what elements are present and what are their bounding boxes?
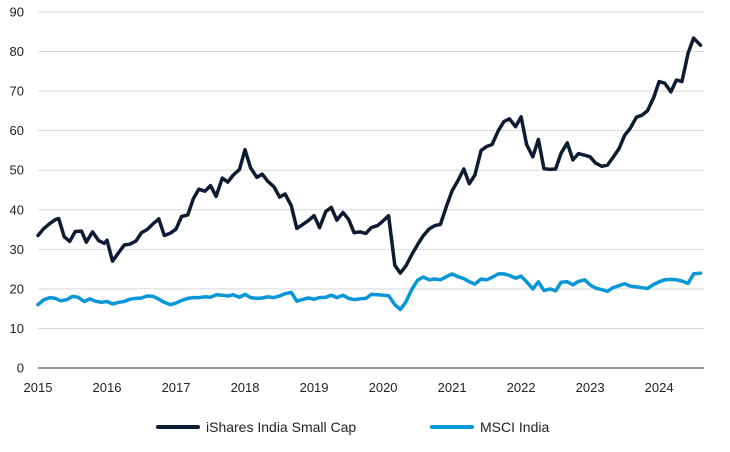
series-line-ishares-small-cap (36, 36, 703, 275)
y-tick-label-80: 80 (10, 44, 24, 59)
y-tick-label-70: 70 (10, 84, 24, 99)
legend-item-msci: MSCI India (430, 419, 549, 435)
legend-label-ishares: iShares India Small Cap (206, 419, 356, 435)
x-tick-label-2022: 2022 (507, 380, 536, 395)
gridlines (38, 11, 704, 329)
series-line-msci-india (36, 271, 703, 312)
y-tick-label-0: 0 (17, 361, 24, 376)
x-tick-label-2018: 2018 (231, 380, 260, 395)
y-tick-label-90: 90 (10, 5, 24, 20)
y-tick-label-40: 40 (10, 202, 24, 217)
y-tick-label-10: 10 (10, 321, 24, 336)
x-tick-label-2020: 2020 (369, 380, 398, 395)
x-tick-label-2019: 2019 (300, 380, 329, 395)
x-tick-label-2017: 2017 (162, 380, 191, 395)
y-axis-tick-labels: 0 10 20 30 40 50 60 70 80 90 (10, 5, 24, 376)
series-lines (36, 36, 703, 312)
legend-label-msci: MSCI India (480, 419, 549, 435)
y-tick-label-20: 20 (10, 281, 24, 296)
legend-item-ishares: iShares India Small Cap (156, 419, 356, 435)
x-tick-label-2021: 2021 (438, 380, 467, 395)
y-tick-label-50: 50 (10, 163, 24, 178)
x-axis-tick-labels: 2015 2016 2017 2018 2019 2020 2021 2022 2023 2024 (24, 380, 674, 395)
x-tick-label-2024: 2024 (645, 380, 674, 395)
x-tick-label-2023: 2023 (576, 380, 605, 395)
y-tick-label-60: 60 (10, 123, 24, 138)
y-tick-label-30: 30 (10, 242, 24, 257)
x-tick-label-2016: 2016 (93, 380, 122, 395)
x-tick-label-2015: 2015 (24, 380, 53, 395)
legend: iShares India Small Cap MSCI India (156, 419, 549, 435)
